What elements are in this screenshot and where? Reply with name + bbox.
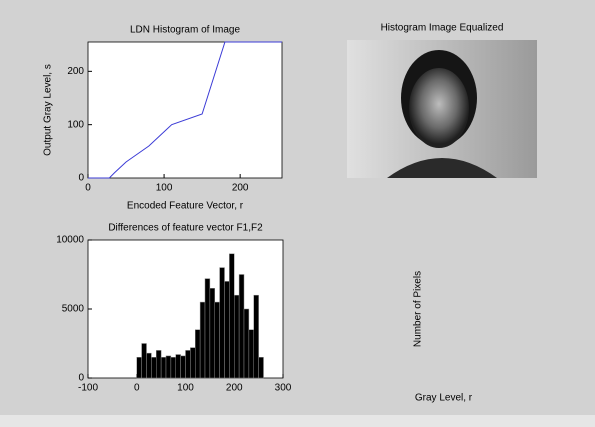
chart-title: Histogram Image Equalized (381, 23, 504, 34)
bar (166, 356, 171, 378)
y-tick-label: 0 (78, 373, 84, 384)
x-tick-label: 0 (85, 183, 91, 194)
y-tick-label: 100 (67, 119, 84, 130)
x-tick-label: -100 (78, 383, 98, 394)
bar (210, 288, 215, 378)
bar (137, 357, 142, 378)
bar (249, 330, 254, 378)
bar (225, 281, 230, 378)
status-strip (0, 415, 595, 427)
figure: LDN Histogram of Image 0 100 200 0 100 200 Enco… (0, 0, 595, 427)
y-tick-label: 0 (78, 173, 84, 184)
bar (215, 302, 220, 378)
bar (161, 357, 166, 378)
bar (156, 350, 161, 378)
x-axis-label: Gray Level, r (415, 393, 473, 404)
y-tick-label: 200 (67, 66, 84, 77)
x-tick-label: 100 (156, 183, 173, 194)
y-tick-label: 5000 (62, 304, 85, 315)
x-tick-label: 200 (226, 383, 243, 394)
x-tick-label: 100 (177, 383, 194, 394)
bar (176, 355, 181, 378)
bar (234, 295, 239, 378)
chart-title: LDN Histogram of Image (130, 25, 240, 36)
image-face (409, 68, 469, 148)
bar (254, 295, 259, 378)
y-axis-label: Number of Pixels (413, 271, 424, 347)
bar (195, 330, 200, 378)
bar (190, 348, 195, 378)
x-tick-label: 0 (134, 383, 140, 394)
bar (171, 357, 176, 378)
y-tick-label: 10000 (56, 235, 84, 246)
bar (186, 350, 191, 378)
bar (147, 353, 152, 378)
bar (244, 309, 249, 378)
bar (151, 357, 156, 378)
bar (239, 275, 244, 379)
chart-title: Differences of feature vector F1,F2 (108, 223, 263, 234)
x-tick-label: 300 (275, 383, 292, 394)
bar (142, 344, 147, 379)
bar (259, 357, 264, 378)
bar (220, 268, 225, 378)
x-axis-label: Encoded Feature Vector, r (127, 201, 244, 212)
bar (181, 356, 186, 378)
x-tick-label: 200 (232, 183, 249, 194)
y-axis-label: Output Gray Level, s (43, 64, 54, 156)
plot-area (88, 42, 282, 178)
bar (205, 279, 210, 378)
bar (229, 254, 234, 378)
bar (200, 302, 205, 378)
